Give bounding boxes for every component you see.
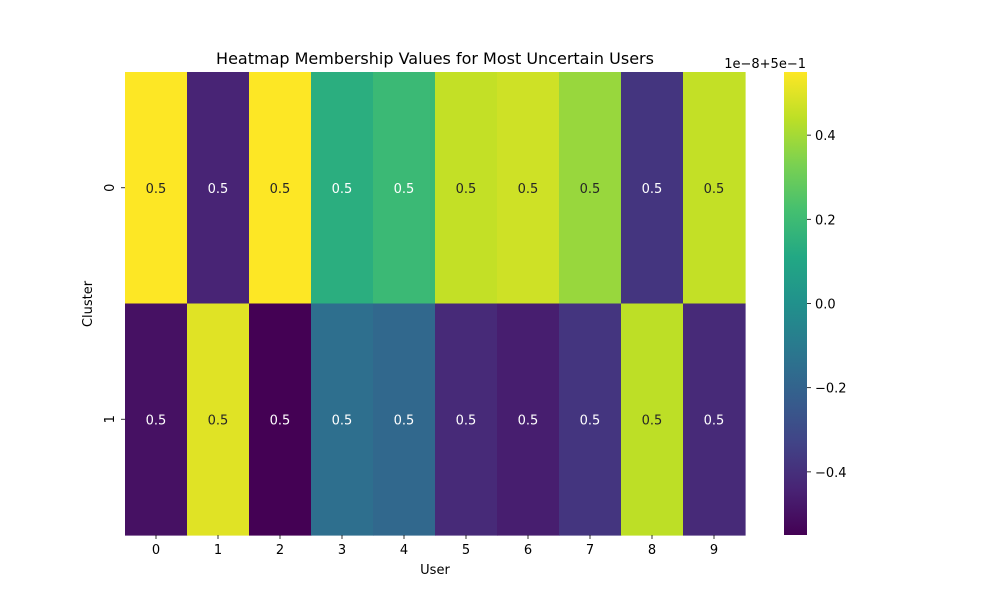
heatmap-cell <box>559 303 622 536</box>
colorbar-tick-label: 0.2 <box>815 213 836 228</box>
heatmap-cell <box>497 72 560 305</box>
heatmap-cell-label: 0.5 <box>270 182 291 197</box>
heatmap-cell-label: 0.5 <box>332 182 353 197</box>
heatmap-cell-label: 0.5 <box>642 413 663 428</box>
x-tick-label: 3 <box>338 543 346 558</box>
x-tick-label: 8 <box>648 543 656 558</box>
heatmap-cell-label: 0.5 <box>146 413 167 428</box>
heatmap-cell <box>373 303 436 536</box>
heatmap-cell-label: 0.5 <box>704 413 725 428</box>
heatmap-cell <box>187 72 250 305</box>
heatmap-cell-label: 0.5 <box>642 182 663 197</box>
colorbar-offset-text: 1e−8+5e−1 <box>724 57 806 72</box>
heatmap-cell <box>187 303 250 536</box>
heatmap-cell-label: 0.5 <box>456 413 477 428</box>
x-axis-ticks: 0 1 2 3 4 5 6 7 8 9 <box>152 535 718 558</box>
colorbar-tick-label: 0.4 <box>815 129 836 144</box>
heatmap-cells: 0.5 0.5 0.5 0.5 0.5 0.5 0.5 0.5 0.5 0.5 0.5 0.5 0.5 0… <box>125 72 746 536</box>
colorbar: 0.4 0.2 0.0 −0.2 −0.4 1e−8+5e−1 <box>724 57 847 535</box>
heatmap-cell-label: 0.5 <box>456 182 477 197</box>
heatmap-cell <box>249 303 312 536</box>
heatmap-cell-label: 0.5 <box>394 413 415 428</box>
heatmap-cell-label: 0.5 <box>580 413 601 428</box>
heatmap-cell-label: 0.5 <box>580 182 601 197</box>
heatmap-cell <box>311 303 374 536</box>
colorbar-tick-label: 0.0 <box>815 298 836 313</box>
x-tick-label: 7 <box>586 543 594 558</box>
heatmap-cell-label: 0.5 <box>208 182 229 197</box>
heatmap-cell <box>125 303 188 536</box>
heatmap-cell <box>683 303 746 536</box>
x-tick-label: 9 <box>710 543 718 558</box>
heatmap-cell-label: 0.5 <box>332 413 353 428</box>
heatmap-cell <box>559 72 622 305</box>
y-tick-label: 1 <box>103 415 118 423</box>
colorbar-gradient <box>784 72 807 535</box>
y-axis-label: Cluster <box>81 280 96 327</box>
heatmap-cell <box>311 72 374 305</box>
heatmap-cell <box>621 303 684 536</box>
heatmap-cell-label: 0.5 <box>270 413 291 428</box>
heatmap-cell-label: 0.5 <box>704 182 725 197</box>
x-tick-label: 4 <box>400 543 408 558</box>
heatmap-cell <box>373 72 436 305</box>
heatmap-cell <box>621 72 684 305</box>
heatmap-cell <box>435 72 498 305</box>
heatmap-cell-label: 0.5 <box>518 182 539 197</box>
chart-title: Heatmap Membership Values for Most Uncer… <box>216 49 654 68</box>
heatmap-cell <box>435 303 498 536</box>
x-tick-label: 6 <box>524 543 532 558</box>
heatmap-cell <box>497 303 560 536</box>
heatmap-cell <box>683 72 746 305</box>
heatmap-cell-label: 0.5 <box>518 413 539 428</box>
x-tick-label: 5 <box>462 543 470 558</box>
heatmap-cell <box>249 72 312 305</box>
colorbar-tick-label: −0.2 <box>815 382 847 397</box>
y-axis-ticks: 01 <box>103 184 125 423</box>
y-tick-label: 0 <box>103 184 118 192</box>
x-tick-label: 2 <box>276 543 284 558</box>
x-tick-label: 0 <box>152 543 160 558</box>
heatmap-cell <box>125 72 188 305</box>
colorbar-ticks: 0.4 0.2 0.0 −0.2 −0.4 <box>807 129 847 481</box>
heatmap-cell-label: 0.5 <box>146 182 167 197</box>
heatmap-cell-label: 0.5 <box>208 413 229 428</box>
x-axis-label: User <box>420 563 450 578</box>
colorbar-tick-label: −0.4 <box>815 466 847 481</box>
heatmap-cell-label: 0.5 <box>394 182 415 197</box>
x-tick-label: 1 <box>214 543 222 558</box>
